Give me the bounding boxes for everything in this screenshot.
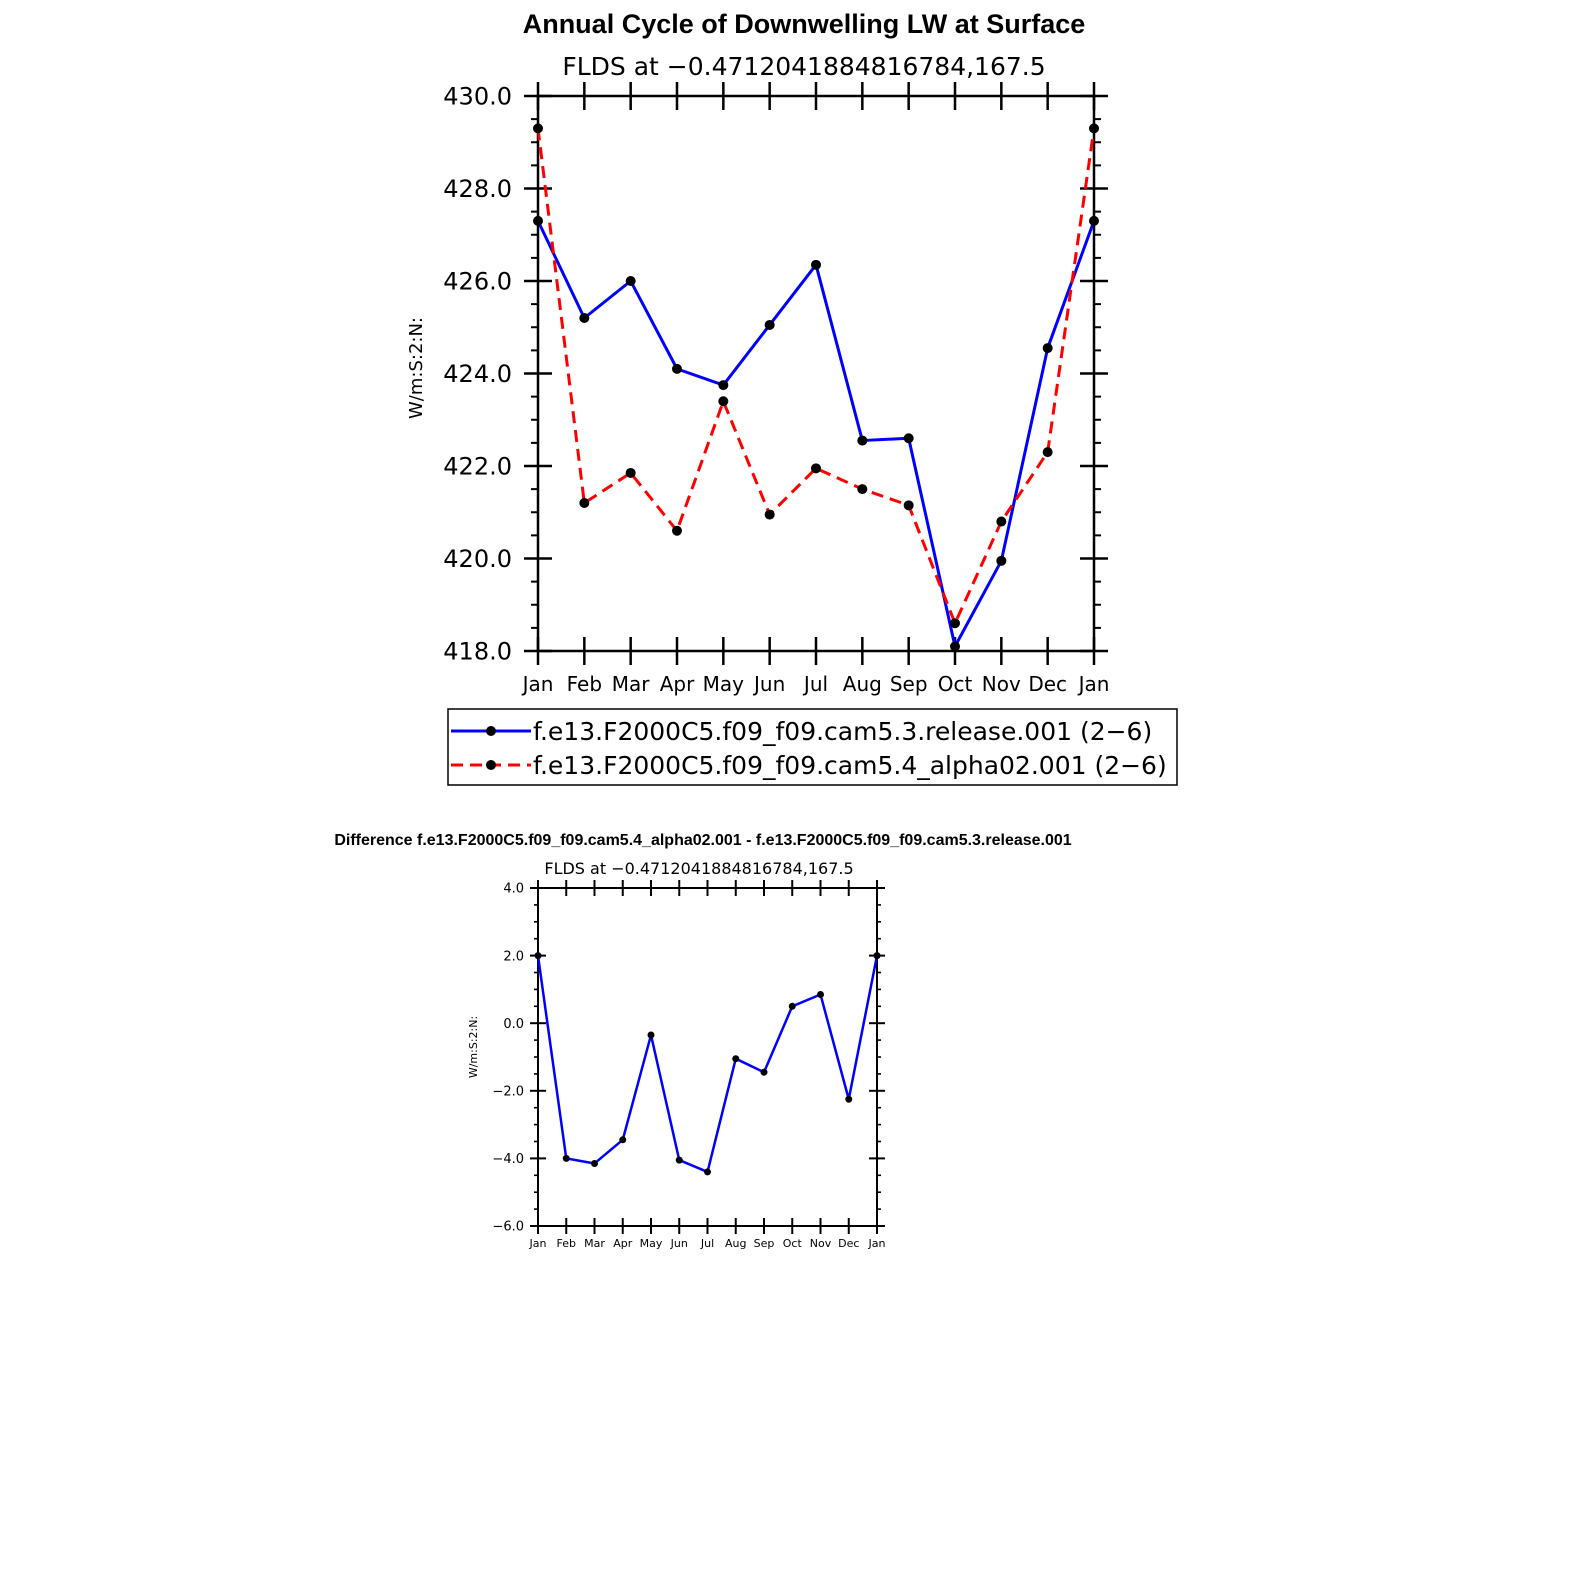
y-tick-label: −2.0: [492, 1084, 524, 1099]
x-tick-label: Aug: [843, 672, 882, 696]
y-tick-label: −6.0: [492, 1220, 524, 1235]
x-tick-label: Apr: [660, 672, 695, 696]
top-chart-subtitle: FLDS at −0.4712041884816784,167.5: [562, 52, 1045, 81]
x-tick-label: Sep: [754, 1237, 775, 1250]
bottom-chart-y-axis-label: W/m:S:2:N:: [467, 1016, 480, 1078]
x-tick-label: Jan: [868, 1237, 886, 1250]
series-1-point: [996, 555, 1007, 566]
top-chart-legend: f.e13.F2000C5.f09_f09.cam5.3.release.001…: [447, 708, 1178, 786]
x-tick-label: Jan: [529, 1237, 547, 1250]
x-tick-label: Jun: [752, 672, 785, 696]
series-1-point: [675, 1156, 683, 1164]
x-tick-label: Sep: [890, 672, 928, 696]
series-1-point: [950, 641, 960, 652]
y-tick-label: 2.0: [503, 949, 524, 964]
series-2-point: [1089, 123, 1099, 134]
series-2-point: [996, 516, 1007, 527]
series-1-point: [811, 259, 821, 270]
y-tick-label: 426.0: [443, 268, 512, 296]
x-tick-label: Mar: [612, 672, 651, 696]
series-1-point: [533, 215, 543, 226]
series-1-point: [903, 433, 914, 444]
series-1-point: [1089, 215, 1099, 226]
legend-label-series-2: f.e13.F2000C5.f09_f09.cam5.4_alpha02.001…: [533, 751, 1167, 780]
x-tick-label: Nov: [810, 1237, 832, 1250]
x-tick-label: Jul: [700, 1237, 714, 1250]
bottom-chart-subtitle: FLDS at −0.4712041884816784,167.5: [544, 859, 853, 878]
legend-label-series-1: f.e13.F2000C5.f09_f09.cam5.3.release.001…: [533, 717, 1152, 746]
y-tick-label: 420.0: [443, 545, 512, 573]
series-2-point: [811, 463, 821, 474]
series-line-1: [536, 220, 1096, 648]
series-1-point: [1042, 343, 1053, 354]
x-tick-label: Jul: [802, 672, 828, 696]
top-chart-plot: 418.0 420.0 422.0 424.0 426.0 428.0 430.0 Jan Fe…: [443, 82, 1109, 696]
legend-marker-series-2: [486, 760, 496, 770]
x-tick-label: Apr: [613, 1237, 633, 1250]
legend-marker-series-1: [486, 726, 496, 736]
series-1-point: [672, 363, 682, 374]
y-tick-label: 428.0: [443, 175, 512, 203]
series-1-point: [619, 1136, 627, 1144]
series-2-point: [950, 618, 960, 629]
x-tick-label: Aug: [725, 1237, 746, 1250]
y-tick-label: 4.0: [503, 882, 524, 897]
series-1-point: [788, 1002, 796, 1010]
x-tick-label: Oct: [938, 672, 973, 696]
y-tick-label: 418.0: [443, 638, 512, 666]
x-tick-label: Dec: [838, 1237, 859, 1250]
x-tick-label: Dec: [1028, 672, 1067, 696]
y-tick-label: 0.0: [503, 1017, 524, 1032]
series-1-point: [817, 990, 824, 998]
series-1-point: [647, 1031, 655, 1039]
series-1-point: [764, 319, 775, 330]
series-1-point: [704, 1168, 711, 1176]
x-tick-label: Feb: [567, 672, 602, 696]
series-1-point: [579, 313, 590, 323]
series-2-point: [718, 396, 729, 407]
x-tick-label: Mar: [584, 1237, 605, 1250]
x-tick-label: Jan: [521, 672, 554, 696]
x-tick-label: Jan: [1077, 672, 1110, 696]
x-tick-label: Feb: [557, 1237, 576, 1250]
y-tick-label: −4.0: [492, 1152, 524, 1167]
series-1-point: [857, 435, 868, 446]
y-tick-label: 424.0: [443, 360, 512, 388]
series-1-point: [534, 952, 542, 960]
legend-box: [447, 708, 1178, 786]
series-2-point: [579, 498, 590, 508]
series-2-point: [672, 525, 682, 536]
series-1-point: [760, 1068, 768, 1076]
series-1-point: [845, 1095, 853, 1103]
x-tick-label: Oct: [783, 1237, 803, 1250]
x-tick-label: May: [703, 672, 745, 696]
series-1-point: [562, 1154, 570, 1162]
top-chart-title: Annual Cycle of Downwelling LW at Surfac…: [523, 9, 1086, 39]
x-tick-label: Nov: [982, 672, 1021, 696]
series-1-point: [591, 1159, 598, 1167]
y-tick-label: 422.0: [443, 453, 512, 481]
series-2-point: [857, 484, 868, 495]
x-tick-label: Jun: [670, 1237, 688, 1250]
series-2-point: [533, 123, 543, 134]
series-2-point: [764, 509, 775, 520]
bottom-chart-title: Difference f.e13.F2000C5.f09_f09.cam5.4_…: [334, 832, 1071, 849]
plot-frame: [536, 94, 1096, 653]
bottom-chart-plot: −6.0 −4.0 −2.0 0.0 2.0 4.0 Jan Feb Mar Apr May Jun J…: [492, 880, 886, 1250]
series-line-2: [536, 128, 1096, 625]
series-1-point: [732, 1055, 740, 1063]
y-tick-label: 430.0: [443, 83, 512, 111]
series-1-point: [873, 952, 881, 960]
series-1-point: [625, 276, 636, 286]
series-line-1: [536, 955, 879, 1174]
x-tick-label: May: [640, 1237, 663, 1250]
series-2-point: [903, 500, 914, 511]
top-chart-y-axis-label: W/m:S:2:N:: [406, 317, 427, 419]
series-2-point: [1042, 447, 1053, 458]
series-2-point: [625, 467, 636, 478]
series-1-point: [718, 380, 729, 391]
